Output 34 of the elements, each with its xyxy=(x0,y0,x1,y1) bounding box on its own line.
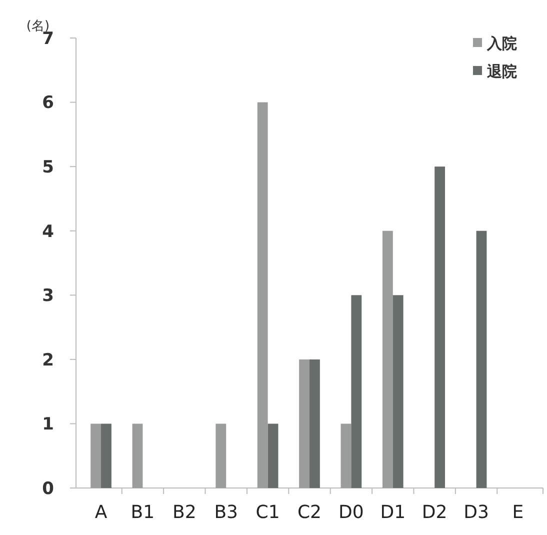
x-tick-label: A xyxy=(94,502,108,523)
x-tick-label: D1 xyxy=(380,502,406,523)
x-tick-label: B3 xyxy=(214,502,238,523)
x-tick-label: C1 xyxy=(256,502,280,523)
bar xyxy=(268,424,278,488)
legend-label: 退院 xyxy=(486,62,517,80)
y-tick-label: 2 xyxy=(42,350,54,370)
bar xyxy=(310,359,320,488)
bar xyxy=(392,295,404,488)
bar xyxy=(351,295,362,488)
y-tick-label: 5 xyxy=(42,158,54,178)
y-tick-label: 3 xyxy=(42,286,54,306)
x-tick-label: D0 xyxy=(338,502,364,523)
bar xyxy=(216,424,226,488)
bar xyxy=(299,359,310,488)
bar xyxy=(132,424,143,488)
bar xyxy=(101,424,112,488)
x-tick-label: B2 xyxy=(172,502,196,523)
y-tick-label: 4 xyxy=(42,222,54,242)
x-tick-label: D2 xyxy=(422,502,448,523)
bar xyxy=(382,230,393,488)
bar xyxy=(434,166,446,488)
bar xyxy=(257,102,268,488)
legend-label: 入院 xyxy=(486,34,517,52)
bar xyxy=(90,424,102,488)
bar xyxy=(476,230,487,488)
x-tick-label: C2 xyxy=(297,502,322,523)
x-tick-label: D3 xyxy=(464,502,489,523)
x-tick-label: B1 xyxy=(130,502,155,523)
y-tick-label: 0 xyxy=(42,478,54,499)
bar xyxy=(340,424,352,488)
x-tick-label: E xyxy=(512,502,524,523)
y-tick-label: 6 xyxy=(42,93,54,114)
y-tick-label: 1 xyxy=(42,414,54,435)
